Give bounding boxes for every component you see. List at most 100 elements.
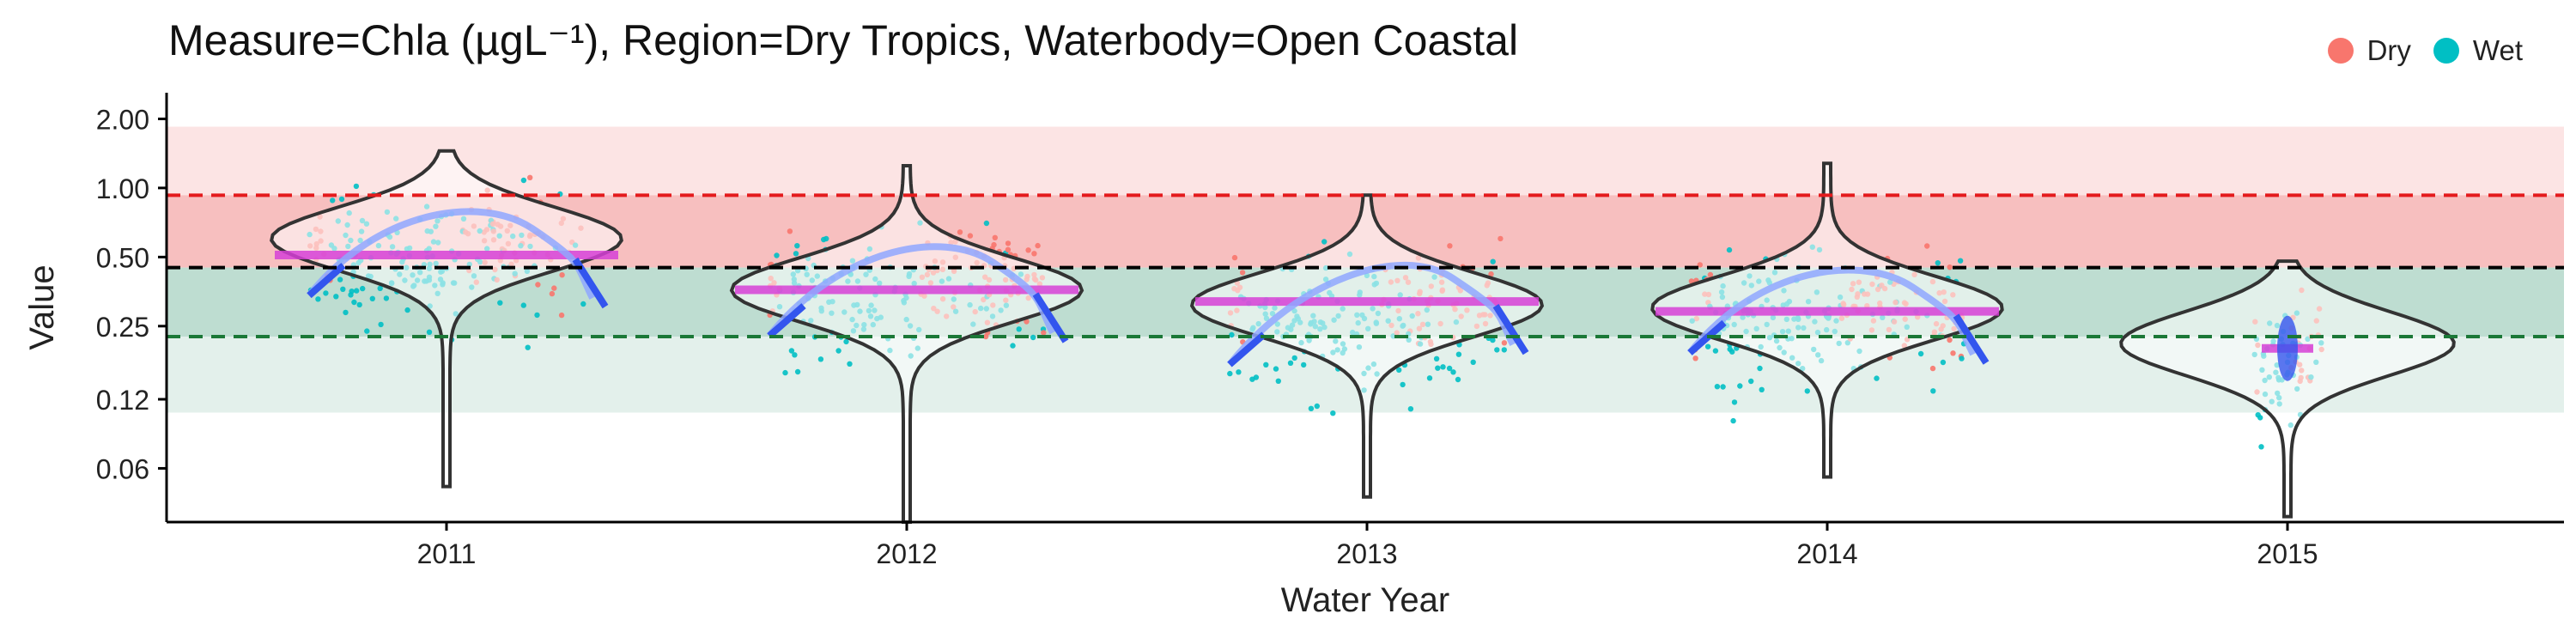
point-0-2014 [1707,271,1714,278]
point-1-2013 [1455,376,1461,383]
point-1-2013 [1227,370,1233,377]
point-1-2013 [1229,331,1235,338]
point-1-2012 [782,369,788,376]
trend-end-2012 [1032,292,1069,343]
point-1-2011 [356,301,362,308]
violin-group-2015 [2119,259,2456,519]
point-1-2011 [426,329,433,335]
point-0-2012 [1024,319,1030,325]
point-0-2012 [1005,240,1012,246]
point-1-2011 [343,309,349,316]
point-1-2013 [1396,367,1402,374]
point-1-2014 [1737,383,1743,389]
point-1-2013 [1407,406,1414,412]
point-1-2014 [1730,417,1736,424]
legend-label-dry: Dry [2366,34,2411,66]
point-1-2011 [383,295,390,301]
legend-dot-wet [2433,38,2459,64]
point-0-2012 [992,234,999,240]
point-0-2012 [787,228,793,234]
violin-2012 [729,164,1084,524]
point-1-2012 [794,243,800,249]
point-0-2011 [559,272,565,278]
point-1-2014 [1748,378,1754,385]
axes [165,93,2564,524]
point-1-2011 [520,302,526,308]
y-tick-label-3: 0.50 [96,242,149,273]
point-1-2014 [1959,355,1965,361]
point-1-2014 [1726,246,1733,253]
point-1-2012 [793,251,799,257]
point-1-2014 [1712,348,1719,354]
trend-start-2012 [767,303,806,339]
point-1-2012 [823,235,829,242]
point-1-2012 [1030,334,1036,341]
point-1-2014 [1759,386,1765,392]
violin-2011 [270,149,623,489]
x-tick-label-2013: 2013 [1336,538,1397,569]
point-0-2012 [1025,247,1031,253]
point-1-2013 [1426,375,1433,381]
point-1-2014 [1940,359,1947,366]
point-1-2014 [1727,346,1733,352]
point-1-2011 [404,307,410,313]
point-1-2011 [333,294,339,300]
point-1-2011 [520,177,527,184]
point-1-2013 [1308,405,1315,411]
point-1-2011 [534,312,540,319]
trend-end-2013 [1492,304,1529,355]
point-1-2013 [1321,239,1327,245]
point-1-2011 [364,328,370,334]
point-0-2013 [1498,235,1504,242]
point-0-2014 [1947,264,1953,270]
point-1-2011 [369,295,375,301]
point-0-2012 [957,229,963,235]
point-1-2013 [1446,365,1453,372]
point-1-2011 [323,290,329,296]
point-1-2014 [1714,384,1721,390]
legend-dot-dry [2327,38,2354,64]
point-1-2014 [1757,365,1763,372]
point-0-2014 [1950,350,1956,356]
point-1-2014 [1957,258,1964,264]
x-axis-label: Water Year [1281,581,1449,619]
point-0-2013 [1488,271,1494,277]
point-1-2013 [1435,365,1441,371]
point-1-2011 [497,300,503,306]
point-1-2013 [1314,403,1321,410]
legend: Dry Wet [2306,34,2523,67]
point-0-2012 [982,333,989,340]
point-1-2012 [1010,343,1016,349]
point-1-2011 [378,321,384,328]
point-1-2013 [1400,381,1406,388]
trend-blob-2015 [2277,315,2298,381]
point-1-2014 [1874,375,1880,381]
point-0-2012 [1035,242,1041,249]
point-0-2013 [1239,270,1246,276]
violin-group-2014 [1650,161,2004,479]
point-1-2014 [1935,260,1941,266]
point-1-2013 [1236,369,1242,375]
trend-start-2011 [307,263,346,299]
y-axis-label: Value [23,264,61,349]
point-1-2011 [315,296,321,302]
violin-layer [270,149,2456,524]
trend-end-2014 [1953,313,1990,365]
point-1-2012 [843,338,849,345]
violin-group-2011 [270,149,623,489]
violin-group-2012 [729,164,1084,524]
point-1-2012 [774,252,780,258]
point-0-2011 [551,285,557,291]
y-tick-label-1: 0.12 [96,385,149,416]
point-1-2011 [330,197,336,204]
point-0-2013 [1447,243,1453,249]
point-1-2013 [1450,369,1456,375]
point-1-2011 [525,344,531,350]
point-1-2013 [1249,376,1255,382]
point-1-2011 [338,196,345,203]
point-1-2013 [1263,361,1269,368]
point-1-2015 [2258,444,2264,450]
point-0-2014 [1929,365,1936,372]
point-0-2012 [991,241,997,248]
